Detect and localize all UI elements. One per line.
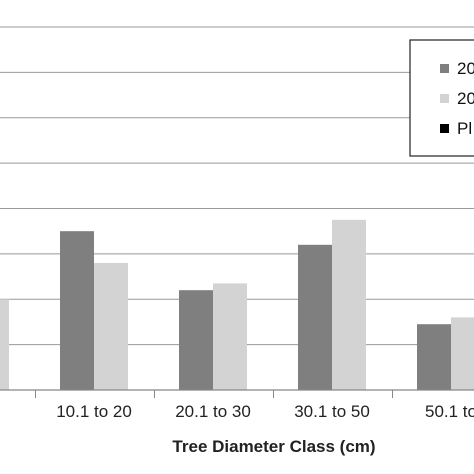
x-tick-label: 10.1 to 20 <box>56 402 132 421</box>
x-tick-label: 50.1 to <box>425 402 474 421</box>
legend-label: Pl <box>457 119 472 138</box>
x-axis <box>0 389 474 398</box>
bar-1 <box>60 231 94 390</box>
bar-2 <box>94 262 128 390</box>
legend-label: 20 <box>457 59 474 78</box>
bar-1 <box>179 290 213 390</box>
legend-swatch <box>440 94 449 103</box>
bars <box>0 219 474 390</box>
bar-1 <box>417 324 451 390</box>
bar-2 <box>213 283 247 390</box>
legend-swatch <box>440 124 449 133</box>
legend-swatch <box>440 64 449 73</box>
x-axis-title: Tree Diameter Class (cm) <box>172 437 375 456</box>
bar-2 <box>332 219 366 390</box>
legend: 20 20 Pl <box>409 39 474 157</box>
legend-label: 20 <box>457 89 474 108</box>
bar-1 <box>298 244 332 390</box>
bar-2 <box>451 317 474 390</box>
bar-2 <box>0 299 9 390</box>
x-tick-label: 30.1 to 50 <box>294 402 370 421</box>
x-tick-label: 20.1 to 30 <box>175 402 251 421</box>
